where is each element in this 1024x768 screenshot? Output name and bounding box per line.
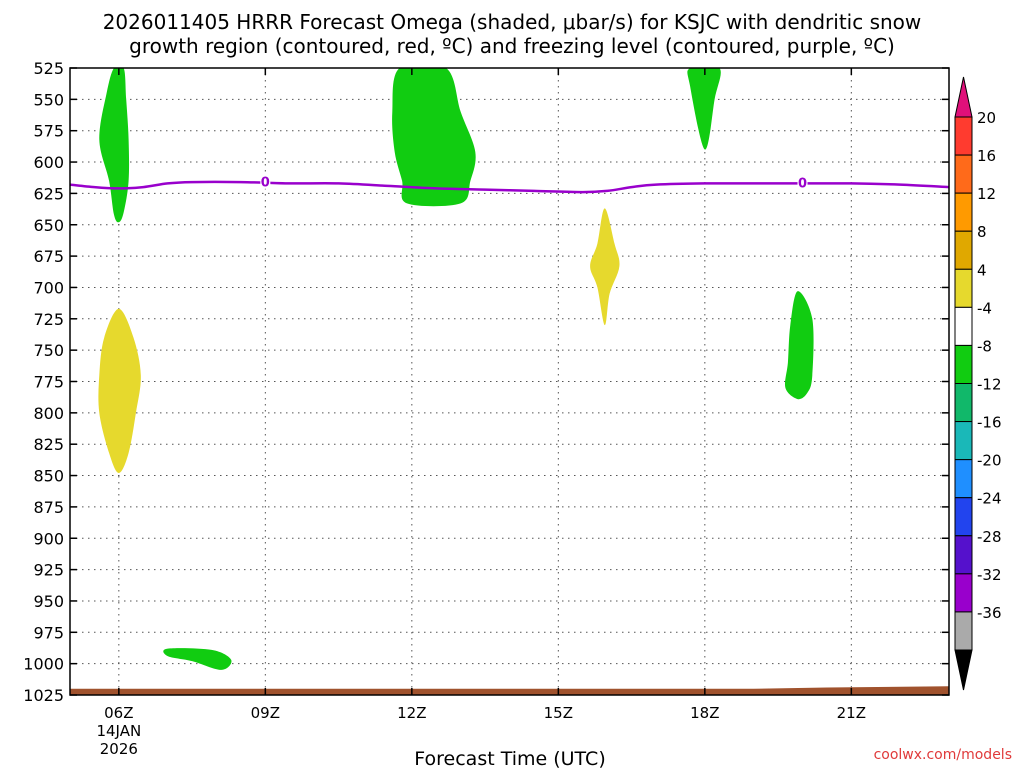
y-tick-label: 950 [33, 592, 64, 611]
colorbar-tick-label: 8 [977, 223, 987, 241]
x-axis-label: Forecast Time (UTC) [414, 748, 605, 768]
colorbar-box [954, 383, 973, 423]
colorbar-box [954, 535, 973, 575]
surface-terrain [70, 686, 949, 695]
colorbar-tick-label: -32 [977, 566, 1002, 584]
credit-text: coolwx.com/models [873, 747, 1012, 763]
colorbar-box [954, 306, 973, 346]
colorbar-top-arrow [954, 76, 973, 118]
y-tick-label: 525 [33, 59, 64, 78]
x-tick-label: 06Z [104, 704, 133, 722]
colorbar-tick-label: -12 [977, 376, 1002, 394]
omega-region [392, 68, 476, 207]
colorbar-box [954, 268, 973, 308]
chart-title-line-1: 2026011405 HRRR Forecast Omega (shaded, … [102, 10, 922, 34]
y-tick-label: 750 [33, 341, 64, 360]
x-tick-label: 09Z [251, 704, 280, 722]
colorbar-box [954, 421, 973, 461]
colorbar-tick-label: 16 [977, 147, 996, 165]
colorbar-box [954, 344, 973, 384]
colorbar-tick-label: 20 [977, 109, 996, 127]
x-tick-year-label: 2026 [100, 740, 138, 758]
colorbar-box [954, 611, 973, 651]
x-tick-label: 15Z [544, 704, 573, 722]
y-tick-label: 925 [33, 561, 64, 580]
omega-region [163, 648, 232, 670]
y-tick-label: 800 [33, 404, 64, 423]
colorbar-tick-label: -28 [977, 528, 1002, 546]
y-tick-label: 650 [33, 216, 64, 235]
omega-region [99, 68, 130, 223]
colorbar-tick-label: -8 [977, 337, 992, 355]
colorbar-box [954, 230, 973, 270]
colorbar-tick-label: -24 [977, 490, 1002, 508]
colorbar-tick-label: -36 [977, 604, 1002, 622]
freezing-level-label-bg [797, 175, 808, 190]
colorbar-tick-label: -4 [977, 299, 992, 317]
colorbar-tick-label: 12 [977, 185, 996, 203]
y-tick-label: 900 [33, 529, 64, 548]
freezing-level-label: 0 [261, 176, 270, 191]
colorbar-box [954, 154, 973, 194]
y-tick-label: 850 [33, 467, 64, 486]
y-tick-label: 550 [33, 90, 64, 109]
omega-region [590, 208, 620, 326]
freezing-level-label-bg [260, 174, 271, 189]
colorbar-tick-label: -16 [977, 414, 1002, 432]
y-tick-label: 1000 [23, 655, 64, 674]
x-tick-date-label: 14JAN [96, 722, 141, 740]
y-tick-label: 700 [33, 278, 64, 297]
chart-title-line-2: growth region (contoured, red, ºC) and f… [129, 34, 895, 58]
y-tick-label: 575 [33, 122, 64, 141]
colorbar-box [954, 192, 973, 232]
colorbar-box [954, 573, 973, 613]
freezing-level-line [70, 180, 949, 194]
freezing-level-label: 0 [798, 176, 807, 191]
colorbar-box [954, 497, 973, 537]
colorbar-box [954, 116, 973, 156]
y-tick-label: 1025 [23, 686, 64, 705]
x-tick-label: 18Z [690, 704, 719, 722]
y-tick-label: 875 [33, 498, 64, 517]
y-tick-label: 625 [33, 184, 64, 203]
plot-frame [69, 67, 950, 696]
omega-region [687, 68, 721, 150]
y-tick-label: 775 [33, 373, 64, 392]
y-tick-label: 600 [33, 153, 64, 172]
x-tick-label: 12Z [397, 704, 426, 722]
omega-region [784, 291, 814, 400]
x-tick-label: 21Z [837, 704, 866, 722]
colorbar-bottom-arrow [954, 649, 973, 691]
y-tick-label: 825 [33, 435, 64, 454]
colorbar-tick-label: -20 [977, 452, 1002, 470]
colorbar-box [954, 459, 973, 499]
omega-region [98, 308, 141, 473]
y-tick-label: 975 [33, 623, 64, 642]
colorbar-tick-label: 4 [977, 261, 987, 279]
y-tick-label: 725 [33, 310, 64, 329]
y-tick-label: 675 [33, 247, 64, 266]
